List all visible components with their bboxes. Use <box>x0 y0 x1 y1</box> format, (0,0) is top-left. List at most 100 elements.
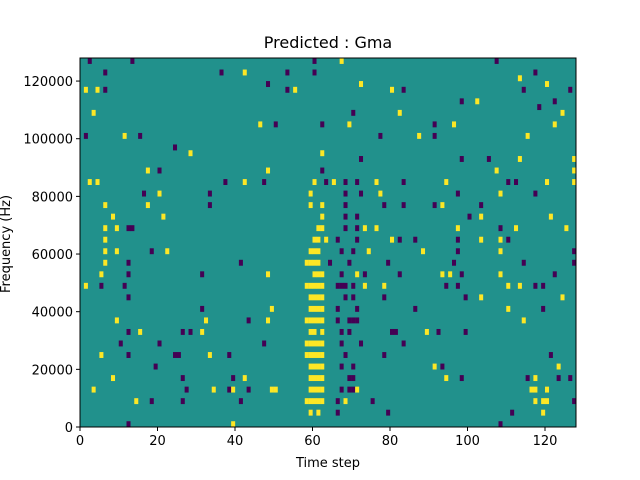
heatmap-cell <box>355 236 360 243</box>
heatmap-cell <box>312 282 317 289</box>
heatmap-cell <box>339 282 344 289</box>
heatmap-cell <box>514 179 519 185</box>
heatmap-cell <box>316 317 321 324</box>
heatmap-cell <box>479 213 484 220</box>
heatmap-cell <box>111 213 116 220</box>
x-tick-label: 100 <box>455 434 480 449</box>
heatmap-cell <box>316 363 321 370</box>
heatmap-cell <box>316 398 321 405</box>
heatmap-cell <box>413 305 418 312</box>
heatmap-cell <box>316 375 321 382</box>
heatmap-cell <box>545 81 550 87</box>
heatmap-cell <box>436 328 441 335</box>
heatmap-cell <box>362 282 367 289</box>
heatmap-cell <box>320 121 325 128</box>
heatmap-cell <box>114 225 119 232</box>
heatmap-cell <box>382 202 387 209</box>
heatmap-cell <box>126 259 131 266</box>
heatmap-cell <box>343 294 348 301</box>
heatmap-cell <box>421 248 426 255</box>
heatmap-cell <box>308 202 313 209</box>
x-tick-label: 20 <box>149 434 166 449</box>
heatmap-cell <box>378 190 383 197</box>
heatmap-cell <box>498 236 503 243</box>
heatmap-cell <box>393 328 398 335</box>
heatmap-cell <box>479 294 484 301</box>
heatmap-cell <box>560 109 565 116</box>
heatmap-cell <box>99 352 104 358</box>
heatmap-cell <box>517 282 522 289</box>
heatmap-cell <box>459 271 464 278</box>
heatmap-cell <box>382 294 387 301</box>
heatmap-cell <box>347 259 352 266</box>
heatmap-cell <box>386 259 391 266</box>
heatmap-cell <box>556 375 561 382</box>
heatmap-cell <box>130 58 135 64</box>
heatmap-cell <box>316 236 321 243</box>
heatmap-cell <box>572 259 577 266</box>
heatmap-cell <box>308 328 313 335</box>
heatmap-cell <box>339 340 344 347</box>
heatmap-cell <box>316 340 321 347</box>
heatmap-cell <box>432 121 437 128</box>
heatmap-cell <box>545 179 550 185</box>
heatmap-cell <box>320 328 325 335</box>
heatmap-cell <box>467 213 472 220</box>
heatmap-cell <box>525 375 530 382</box>
heatmap-cell <box>122 132 127 139</box>
heatmap-cell <box>316 352 321 358</box>
heatmap-cell <box>103 248 108 255</box>
heatmap-cell <box>316 225 321 232</box>
heatmap-cell <box>238 398 243 405</box>
heatmap-cell <box>440 271 445 278</box>
heatmap-cell <box>320 202 325 209</box>
heatmap-cell <box>514 225 519 232</box>
heatmap-cell <box>413 236 418 243</box>
heatmap-cell <box>448 271 453 278</box>
heatmap-cell <box>207 190 212 197</box>
y-tick-label: 80000 <box>32 190 73 205</box>
heatmap-cell <box>320 398 325 405</box>
heatmap-cell <box>541 409 546 416</box>
heatmap-cell <box>207 202 212 209</box>
heatmap-cell <box>479 236 484 243</box>
heatmap-cell <box>459 375 464 382</box>
heatmap-cell <box>312 58 317 64</box>
x-tick-label: 80 <box>382 434 399 449</box>
heatmap-cell <box>339 328 344 335</box>
y-tick-label: 20000 <box>32 363 73 378</box>
heatmap-cell <box>339 386 344 393</box>
heatmap-cell <box>173 144 178 151</box>
heatmap-cell <box>312 386 317 393</box>
heatmap-cell <box>506 236 511 243</box>
heatmap-cell <box>459 156 464 162</box>
heatmap-cell <box>452 259 457 266</box>
heatmap-cell <box>533 69 538 76</box>
heatmap-cell <box>320 305 325 312</box>
heatmap-cell <box>548 352 553 358</box>
heatmap-cell <box>455 282 460 289</box>
heatmap-cell <box>521 86 526 93</box>
heatmap-cell <box>184 386 189 393</box>
heatmap-cell <box>521 317 526 324</box>
y-tick-label: 0 <box>65 421 73 436</box>
heatmap-cell <box>211 386 216 393</box>
heatmap-cell <box>149 398 154 405</box>
heatmap-cell <box>312 179 317 185</box>
heatmap-cell <box>99 271 104 278</box>
heatmap-cell <box>366 248 371 255</box>
heatmap-cell <box>432 363 437 370</box>
heatmap-cell <box>529 386 534 393</box>
heatmap-cell <box>99 282 104 289</box>
heatmap-cell <box>320 352 325 358</box>
heatmap-cell <box>118 340 123 347</box>
heatmap-cell <box>238 259 243 266</box>
heatmap-cell <box>246 386 251 393</box>
heatmap-cell <box>479 202 484 209</box>
heatmap-cell <box>459 98 464 105</box>
heatmap-cell <box>223 179 228 185</box>
heatmap-cell <box>285 69 290 76</box>
heatmap-cell <box>269 305 274 312</box>
heatmap-cell <box>316 294 321 301</box>
